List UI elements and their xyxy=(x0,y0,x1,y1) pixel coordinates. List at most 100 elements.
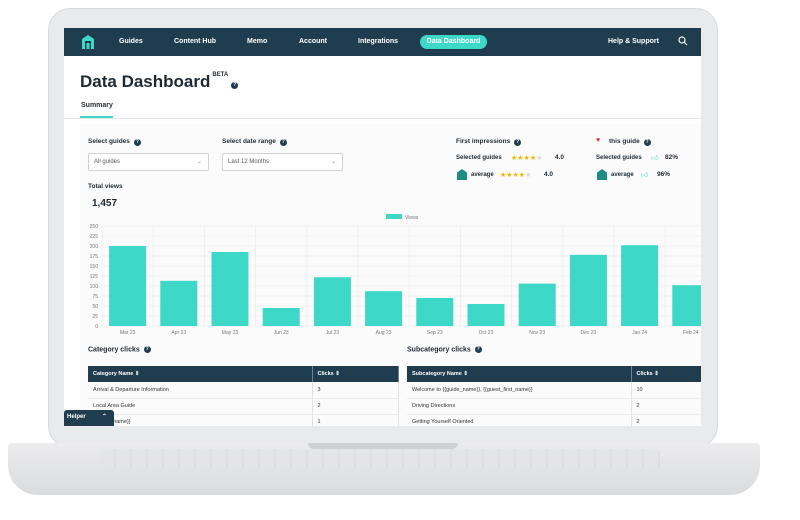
top-nav: Guides Content Hub Memo Account Integrat… xyxy=(64,28,701,56)
y-tick-label: 225 xyxy=(90,234,99,240)
this-guide-title: this guide? xyxy=(609,138,651,146)
date-select-value: Last 12 Months xyxy=(228,159,270,165)
house-icon xyxy=(597,169,607,180)
search-icon[interactable] xyxy=(678,36,688,46)
bar xyxy=(313,277,351,326)
nav-content-hub[interactable]: Content Hub xyxy=(174,38,216,45)
table-row[interactable]: Welcome to {{guide_name}}, {{guest_first… xyxy=(407,382,701,399)
help-icon[interactable]: ? xyxy=(474,346,482,353)
bar xyxy=(416,298,454,326)
x-tick-label: Sep 23 xyxy=(427,330,443,336)
y-tick-label: 175 xyxy=(90,254,99,260)
first-impressions-title: First impressions? xyxy=(456,138,522,146)
legend-label: Views xyxy=(405,215,419,221)
nav-account[interactable]: Account xyxy=(299,38,327,45)
table-row[interactable]: Arrival & Departure Information 3 xyxy=(88,382,399,399)
y-tick-label: 200 xyxy=(90,244,99,250)
x-tick-label: Oct 23 xyxy=(479,330,494,336)
bar xyxy=(672,285,701,326)
legend-swatch xyxy=(386,214,402,219)
clicks-header[interactable]: Clicks ⇕ xyxy=(631,366,701,382)
beta-badge: BETA xyxy=(212,72,229,78)
clicks-cell: 2 xyxy=(631,398,701,415)
subcategory-name-cell: Getting Yourself Oriented xyxy=(407,414,632,426)
category-name-cell: Arrival & Departure Information xyxy=(88,382,313,399)
select-date-label: Select date range? xyxy=(222,138,287,146)
category-name-header[interactable]: Category Name ⇕ xyxy=(88,366,313,382)
helper-widget[interactable]: Helper ⌃ xyxy=(64,410,114,426)
y-tick-label: 125 xyxy=(90,274,99,280)
x-tick-label: Dec 23 xyxy=(580,330,596,336)
star-rating-icon: ★★★★★ xyxy=(511,155,543,162)
star-rating-icon: ★★★★★ xyxy=(500,172,532,179)
category-clicks-title: Category clicks? xyxy=(88,346,151,354)
chevron-down-icon: ⌄ xyxy=(330,159,336,165)
x-tick-label: Feb 24 xyxy=(683,330,699,336)
average-label: average xyxy=(471,172,494,178)
clicks-header[interactable]: Clicks ⇕ xyxy=(312,366,399,382)
help-icon[interactable]: ? xyxy=(231,82,239,89)
help-icon[interactable]: ? xyxy=(143,346,151,353)
total-views-value: 1,457 xyxy=(92,198,118,209)
heart-icon: ♥ xyxy=(596,137,601,144)
nav-memo[interactable]: Memo xyxy=(247,38,268,45)
y-tick-label: 25 xyxy=(92,314,98,320)
guide-selected-pct: 82% xyxy=(665,154,679,161)
logo-icon[interactable] xyxy=(82,35,94,49)
x-tick-label: Jan 24 xyxy=(632,330,647,336)
table-row[interactable]: Local Area Guide 2 xyxy=(88,398,399,415)
laptop-keyboard xyxy=(100,449,660,469)
laptop-notch xyxy=(308,443,458,449)
tab-summary[interactable]: Summary xyxy=(81,102,113,109)
bar xyxy=(365,291,403,326)
nav-guides[interactable]: Guides xyxy=(119,38,143,45)
chart-x-axis: Mar 23 Apr 23 May 23 Jun 23 Jul 23 Aug 23 Sep … xyxy=(120,330,699,336)
helper-label: Helper xyxy=(67,414,86,420)
guide-selected-label: Selected guides xyxy=(596,155,642,161)
house-icon xyxy=(457,169,467,180)
subcategory-name-cell: Welcome to {{guide_name}}, {{guest_first… xyxy=(407,382,632,399)
thumbs-up-icon: 👍︎ xyxy=(641,172,649,179)
help-icon[interactable]: ? xyxy=(514,139,522,146)
chart-y-axis: 0 25 50 75 100 125 150 175 200 225 250 xyxy=(90,224,99,330)
guides-select[interactable]: All guides ⌄ xyxy=(88,153,209,171)
thumbs-up-icon: 👍︎ xyxy=(651,155,659,162)
table-row[interactable]: Getting Yourself Oriented 2 xyxy=(407,414,701,426)
y-tick-label: 150 xyxy=(90,264,99,270)
category-name-cell: Local Area Guide xyxy=(88,398,313,415)
x-tick-label: Nov 23 xyxy=(529,330,545,336)
x-tick-label: Mar 23 xyxy=(120,330,136,336)
help-icon[interactable]: ? xyxy=(133,139,141,146)
subcategory-name-cell: Driving Directions xyxy=(407,398,632,415)
page-title: Data Dashboard BETA? xyxy=(80,72,239,92)
select-guides-label: Select guides? xyxy=(88,138,141,146)
subcategory-clicks-title: Subcategory clicks? xyxy=(407,346,482,354)
guides-select-value: All guides xyxy=(94,159,121,165)
clicks-cell: 1 xyxy=(312,414,399,426)
tab-active-indicator xyxy=(80,116,113,118)
subcategory-name-header[interactable]: Subcategory Name ⇕ xyxy=(407,366,632,382)
guide-average-label: average xyxy=(611,172,634,178)
selected-score: 4.0 xyxy=(555,154,565,161)
nav-data-dashboard[interactable]: Data Dashboard xyxy=(420,35,487,49)
chevron-down-icon: ⌄ xyxy=(196,159,202,165)
tab-divider xyxy=(64,118,701,119)
clicks-cell: 10 xyxy=(631,382,701,399)
table-header-row: Category Name ⇕ Clicks ⇕ xyxy=(88,366,399,382)
chevron-up-icon[interactable]: ⌃ xyxy=(102,414,108,420)
table-header-row: Subcategory Name ⇕ Clicks ⇕ xyxy=(407,366,701,382)
help-icon[interactable]: ? xyxy=(643,139,651,146)
nav-integrations[interactable]: Integrations xyxy=(358,38,399,45)
views-bar-chart: 0 25 50 75 100 125 150 175 200 225 250 Mar 23 Apr 2… xyxy=(90,214,701,336)
y-tick-label: 250 xyxy=(90,224,99,230)
x-tick-label: Aug 23 xyxy=(376,330,392,336)
subcategory-table: Subcategory Name ⇕ Clicks ⇕ Welcome to {… xyxy=(407,366,701,426)
table-row[interactable]: {{guide_name}}1 xyxy=(88,414,399,426)
date-range-select[interactable]: Last 12 Months ⌄ xyxy=(222,153,343,171)
help-icon[interactable]: ? xyxy=(279,139,287,146)
bar xyxy=(262,308,300,326)
x-tick-label: Apr 23 xyxy=(171,330,186,336)
bar xyxy=(160,280,198,326)
table-row[interactable]: Driving Directions 2 xyxy=(407,398,701,415)
nav-help-support[interactable]: Help & Support xyxy=(608,38,659,45)
